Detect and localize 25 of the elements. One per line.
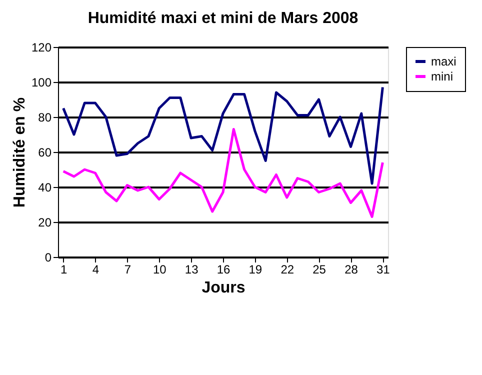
x-tick-label: 22 <box>280 262 294 276</box>
x-tick-label: 25 <box>312 262 326 276</box>
y-tick-label: 60 <box>38 146 52 160</box>
x-tick-label: 4 <box>92 262 100 276</box>
y-tick-label: 80 <box>38 110 52 124</box>
x-tick-label: 16 <box>216 262 230 276</box>
x-tick-label: 13 <box>184 262 199 276</box>
x-tick-label: 7 <box>124 262 132 276</box>
chart-title: Humidité maxi et mini de Mars 2008 <box>88 10 358 27</box>
x-axis-title: Jours <box>202 280 246 296</box>
x-tick-label: 31 <box>376 262 390 276</box>
line-series <box>62 86 384 185</box>
legend-label: mini <box>431 70 454 84</box>
x-tick-label: 10 <box>152 262 167 276</box>
x-tick-label: 1 <box>60 262 68 276</box>
y-tick-label: 100 <box>31 76 52 90</box>
y-tick-label: 0 <box>44 250 52 264</box>
line-series <box>62 128 384 218</box>
x-tick-label: 28 <box>344 262 358 276</box>
y-tick-label: 120 <box>31 40 52 54</box>
legend-label: maxi <box>431 54 456 68</box>
y-axis-title: Humidité en % <box>11 97 28 208</box>
x-tick-label: 19 <box>248 262 262 276</box>
y-tick-label: 20 <box>38 216 52 230</box>
y-tick-label: 40 <box>38 180 52 194</box>
